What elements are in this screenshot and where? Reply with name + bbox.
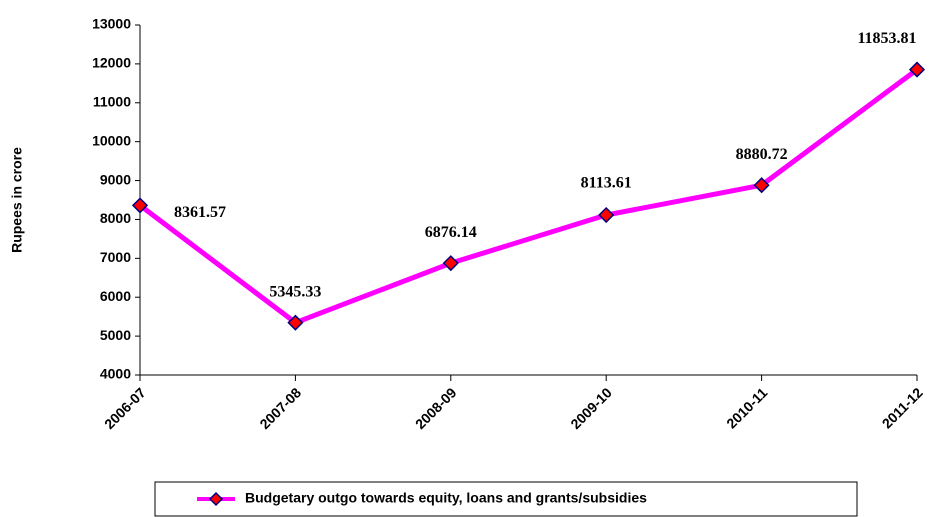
y-tick-label: 6000 — [100, 288, 131, 304]
y-tick-label: 4000 — [100, 366, 131, 382]
x-tick-label: 2010-11 — [723, 384, 770, 431]
data-point — [287, 314, 304, 331]
legend-marker — [208, 491, 224, 507]
data-label: 11853.81 — [857, 30, 916, 47]
data-label: 5345.33 — [269, 283, 321, 300]
data-label: 8880.72 — [736, 146, 788, 163]
data-label: 6876.14 — [425, 224, 477, 241]
series-line — [138, 67, 919, 326]
y-tick-label: 9000 — [100, 171, 131, 187]
x-tick-label: 2007-08 — [256, 384, 304, 432]
y-axis-label: Rupees in crore — [9, 147, 25, 253]
legend-label: Budgetary outgo towards equity, loans an… — [245, 490, 647, 506]
x-tick-label: 2006-07 — [101, 384, 149, 432]
y-tick-label: 13000 — [92, 16, 131, 32]
x-tick-label: 2008-09 — [412, 384, 460, 432]
data-point — [598, 206, 615, 224]
data-label: 8113.61 — [581, 175, 632, 192]
y-tick-label: 5000 — [100, 327, 131, 343]
x-tick-label: 2009-10 — [567, 384, 615, 432]
y-tick-label: 10000 — [92, 132, 131, 148]
y-tick-label: 12000 — [92, 55, 131, 71]
legend-box — [154, 481, 858, 517]
data-point — [908, 61, 926, 78]
y-tick-label: 11000 — [93, 93, 131, 109]
data-point — [442, 255, 459, 272]
y-tick-label: 8000 — [100, 210, 131, 226]
data-point — [753, 177, 770, 194]
data-label: 8361.57 — [174, 204, 226, 221]
x-tick-label: 2011-12 — [879, 384, 926, 431]
y-tick-label: 7000 — [100, 249, 131, 265]
data-point — [131, 197, 149, 214]
